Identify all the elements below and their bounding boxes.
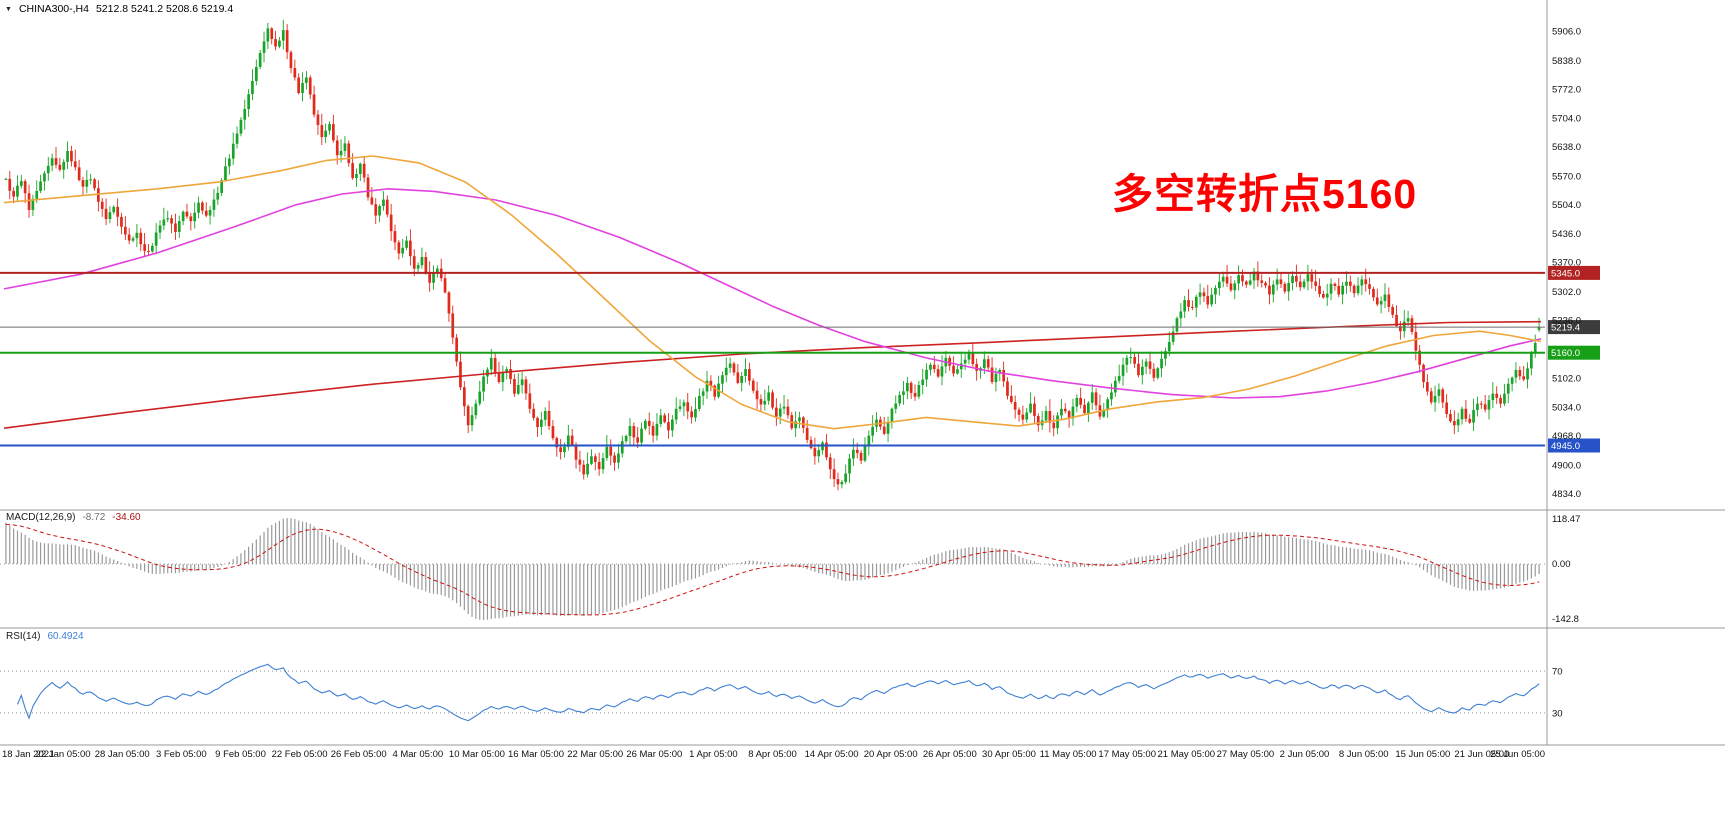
time-axis-label: 1 Apr 05:00 — [689, 749, 738, 760]
macd-signal-line — [5, 524, 1540, 616]
macd-axis-label: 0.00 — [1552, 559, 1571, 570]
macd-panel[interactable] — [0, 510, 1547, 628]
price-axis-label: 5906.0 — [1552, 27, 1581, 38]
price-axis-label: 5638.0 — [1552, 142, 1581, 153]
time-axis-label: 18 Jan 2021 — [2, 749, 54, 760]
price-axis-label: 5302.0 — [1552, 287, 1581, 298]
time-axis-label: 20 Apr 05:00 — [864, 749, 918, 760]
price-tag — [1548, 345, 1600, 360]
price-axis-label: 5370.0 — [1552, 258, 1581, 269]
main-chart-area[interactable] — [0, 0, 1547, 510]
time-axis-label: 26 Apr 05:00 — [923, 749, 977, 760]
ma-fast-orange — [3, 155, 1542, 430]
rsi-panel-label: RSI(14) 60.4924 — [6, 631, 84, 642]
time-axis-label: 28 Jan 05:00 — [95, 749, 150, 760]
time-axis-label: 8 Apr 05:00 — [748, 749, 797, 760]
time-axis-label: 25 Jun 05:00 — [1490, 749, 1545, 760]
macd-axis-label: -142.8 — [1552, 614, 1579, 625]
price-axis-label: 5436.0 — [1552, 229, 1581, 240]
price-tag-label: 5345.0 — [1551, 268, 1580, 279]
time-axis-label: 22 Mar 05:00 — [567, 749, 623, 760]
time-axis-label: 17 May 05:00 — [1098, 749, 1156, 760]
price-tag-label: 5219.4 — [1551, 323, 1580, 334]
price-axis-label: 4900.0 — [1552, 460, 1581, 471]
ohlc-values: 5212.8 5241.2 5208.6 5219.4 — [95, 3, 234, 15]
chart-header: ▼ CHINA300-,H4 5212.8 5241.2 5208.6 5219… — [5, 3, 233, 15]
price-tag — [1548, 320, 1600, 335]
time-axis-label: 26 Mar 05:00 — [626, 749, 682, 760]
time-axis-label: 14 Apr 05:00 — [805, 749, 859, 760]
time-axis-label: 26 Feb 05:00 — [331, 749, 387, 760]
chart-annotation-text: 多空转折点5160 — [1112, 171, 1418, 217]
rsi-axis-label: 70 — [1552, 667, 1563, 678]
price-axis-label: 4834.0 — [1552, 489, 1581, 500]
price-axis-label: 5704.0 — [1552, 114, 1581, 125]
price-axis-label: 5570.0 — [1552, 171, 1581, 182]
price-axis-labels: 5906.0 5838.0 5772.0 5704.0 5638.0 5570.0 5504… — [1552, 27, 1581, 500]
macd-panel-label: MACD(12,26,9) -8.72 -34.60 — [6, 512, 141, 523]
symbol-collapse-icon[interactable]: ▼ — [5, 5, 12, 13]
time-axis-label: 9 Feb 05:00 — [215, 749, 266, 760]
time-axis-label: 27 May 05:00 — [1217, 749, 1275, 760]
macd-axis-label: 118.47 — [1552, 514, 1580, 525]
price-tag-label: 4945.0 — [1551, 441, 1580, 452]
rsi-indicator-name: RSI(14) — [6, 631, 41, 642]
price-axis-label: 5236.0 — [1552, 316, 1581, 327]
rsi-line — [16, 663, 1540, 722]
time-axis-label: 30 Apr 05:00 — [982, 749, 1036, 760]
price-tag — [1548, 438, 1600, 453]
price-axis-label: 5102.0 — [1552, 373, 1581, 384]
ma-mid-magenta — [3, 188, 1542, 399]
time-axis-label: 22 Feb 05:00 — [272, 749, 328, 760]
rsi-axis-label: 30 — [1552, 708, 1563, 719]
rsi-panel[interactable] — [0, 628, 1547, 745]
time-axis-label: 8 Jun 05:00 — [1339, 749, 1389, 760]
price-axis-label: 4968.0 — [1552, 431, 1581, 442]
price-tag-label: 5160.0 — [1551, 348, 1580, 359]
time-axis-label: 11 May 05:00 — [1040, 749, 1097, 760]
time-axis-label: 10 Mar 05:00 — [449, 749, 505, 760]
time-axis-label: 3 Feb 05:00 — [156, 749, 207, 760]
time-axis-label: 21 May 05:00 — [1158, 749, 1216, 760]
time-axis-label: 16 Mar 05:00 — [508, 749, 564, 760]
price-tag — [1548, 265, 1600, 280]
time-axis-label: 2 Jun 05:00 — [1280, 749, 1330, 760]
price-axis-label: 5034.0 — [1552, 403, 1581, 414]
price-axis-label: 5838.0 — [1552, 56, 1581, 67]
macd-histogram — [5, 518, 1540, 620]
symbol-timeframe-label: CHINA300-,H4 — [18, 3, 89, 15]
macd-main-value: -8.72 — [82, 512, 106, 523]
price-axis-label: 5504.0 — [1552, 200, 1581, 211]
macd-indicator-name: MACD(12,26,9) — [6, 512, 76, 523]
time-axis-label: 22 Jan 05:00 — [36, 749, 91, 760]
macd-signal-value: -34.60 — [112, 512, 141, 523]
time-axis-label: 4 Mar 05:00 — [392, 749, 443, 760]
chart-canvas[interactable]: 5345.0 5219.4 5160.0 4945.0 5906.0 5838.0 5772… — [0, 0, 1725, 770]
time-axis-label: 21 Jun 05:00 — [1454, 749, 1509, 760]
rsi-value: 60.4924 — [47, 631, 84, 642]
price-axis-label: 5772.0 — [1552, 84, 1581, 95]
time-axis-label: 15 Jun 05:00 — [1395, 749, 1450, 760]
